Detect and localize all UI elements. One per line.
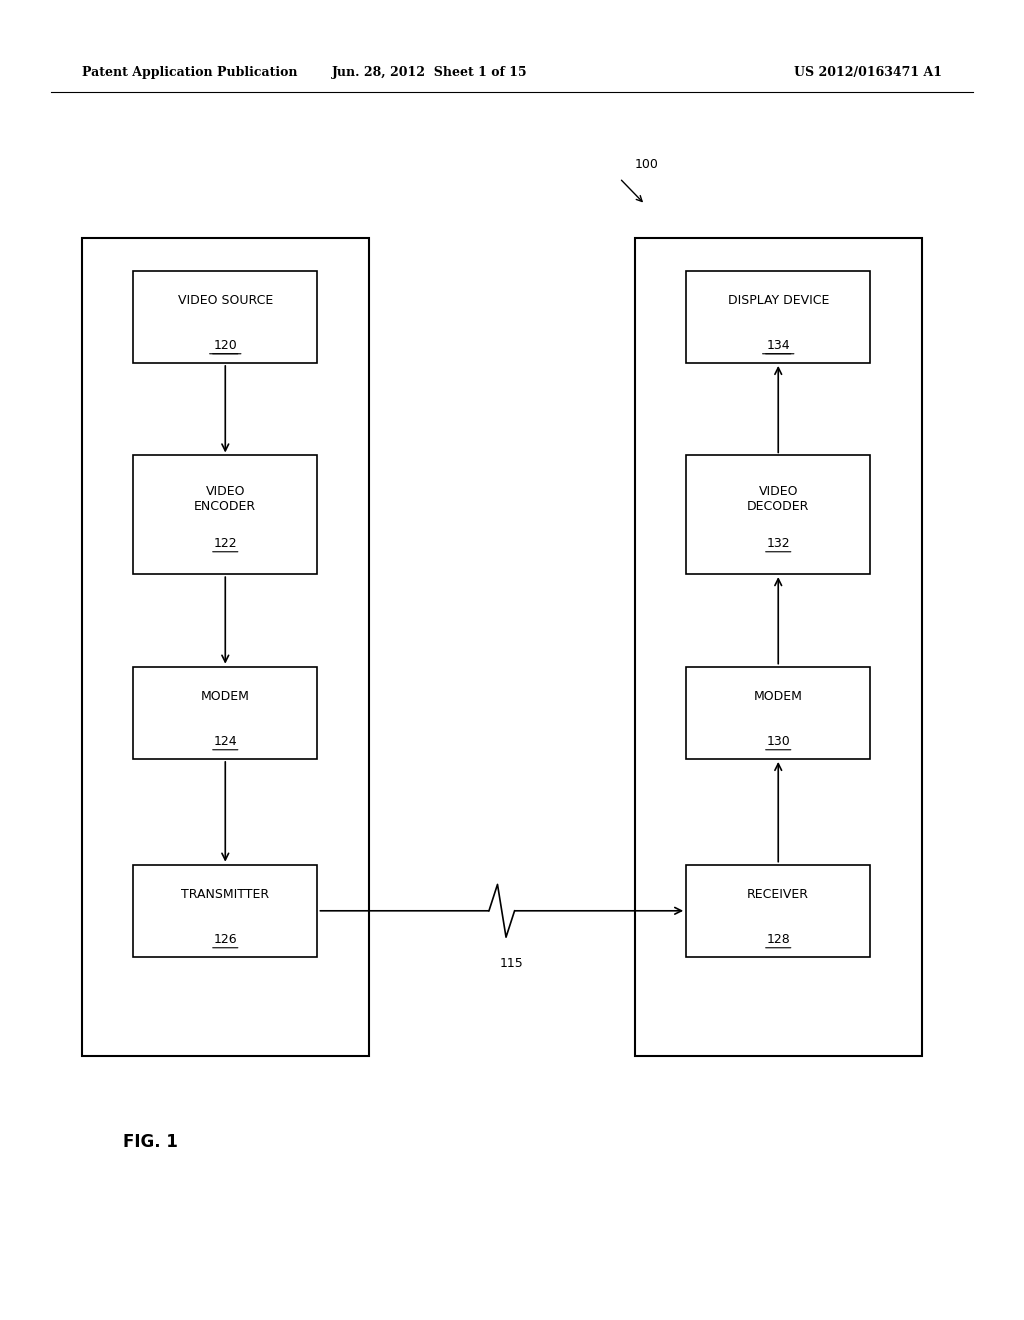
Text: VIDEO
DECODER: VIDEO DECODER: [748, 484, 809, 513]
FancyBboxPatch shape: [686, 271, 870, 363]
Text: 130: 130: [766, 735, 791, 748]
Text: 102: 102: [212, 330, 239, 345]
Text: MODEM: MODEM: [201, 690, 250, 704]
Polygon shape: [489, 884, 514, 937]
Text: VIDEO
ENCODER: VIDEO ENCODER: [195, 484, 256, 513]
FancyBboxPatch shape: [686, 667, 870, 759]
Text: 134: 134: [766, 339, 791, 352]
Text: RECEIVER: RECEIVER: [748, 888, 809, 902]
FancyBboxPatch shape: [635, 238, 922, 1056]
FancyBboxPatch shape: [133, 271, 317, 363]
FancyBboxPatch shape: [82, 238, 369, 1056]
Text: 106: 106: [765, 330, 792, 345]
Text: 120: 120: [213, 339, 238, 352]
Text: SOURCE DEVICE: SOURCE DEVICE: [169, 277, 282, 292]
FancyBboxPatch shape: [686, 455, 870, 574]
FancyBboxPatch shape: [686, 865, 870, 957]
Text: TRANSMITTER: TRANSMITTER: [181, 888, 269, 902]
Text: 122: 122: [213, 537, 238, 550]
Text: 132: 132: [766, 537, 791, 550]
Text: 126: 126: [213, 933, 238, 946]
Text: MODEM: MODEM: [754, 690, 803, 704]
Text: Patent Application Publication: Patent Application Publication: [82, 66, 297, 79]
Text: VIDEO SOURCE: VIDEO SOURCE: [177, 294, 273, 308]
Text: FIG. 1: FIG. 1: [123, 1133, 178, 1151]
Text: 128: 128: [766, 933, 791, 946]
FancyBboxPatch shape: [133, 667, 317, 759]
FancyBboxPatch shape: [133, 865, 317, 957]
Text: Jun. 28, 2012  Sheet 1 of 15: Jun. 28, 2012 Sheet 1 of 15: [332, 66, 528, 79]
Text: DESTINATION
DEVICE: DESTINATION DEVICE: [731, 277, 825, 308]
Text: DISPLAY DEVICE: DISPLAY DEVICE: [728, 294, 828, 308]
Text: 100: 100: [635, 158, 658, 172]
Text: US 2012/0163471 A1: US 2012/0163471 A1: [794, 66, 942, 79]
Text: 115: 115: [500, 957, 524, 970]
Text: 124: 124: [213, 735, 238, 748]
FancyBboxPatch shape: [133, 455, 317, 574]
